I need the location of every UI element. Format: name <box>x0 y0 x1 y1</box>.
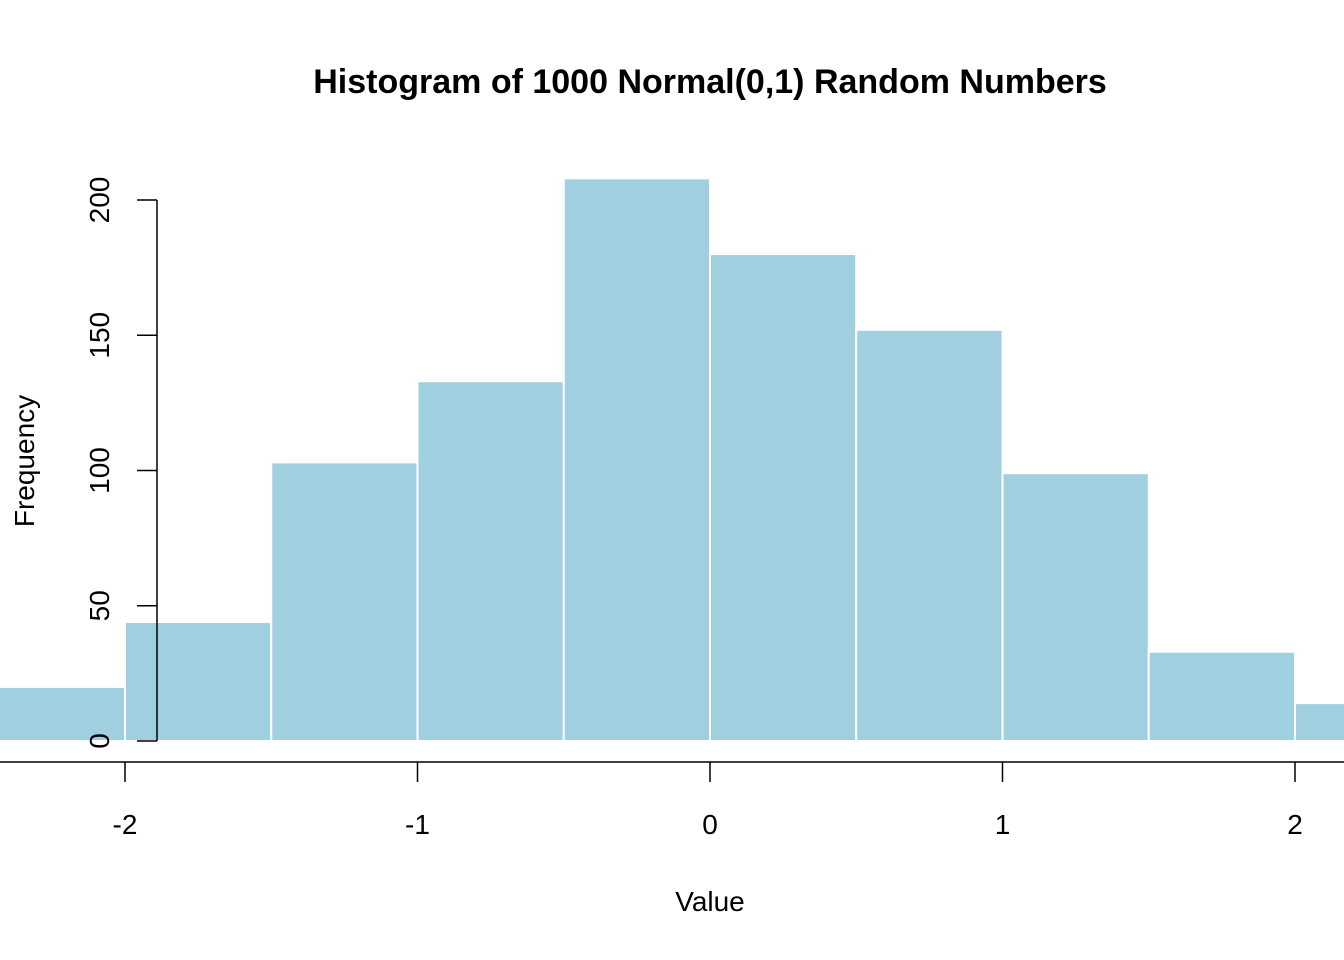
histogram-bar <box>416 380 565 742</box>
y-axis: 0 50 100 150 200 <box>84 177 158 749</box>
y-axis-label: Frequency <box>9 395 40 527</box>
x-axis-label: Value <box>675 886 745 917</box>
histogram-bar <box>1294 702 1344 743</box>
x-tick-label: 2 <box>1287 809 1303 840</box>
histogram-bar <box>709 253 858 742</box>
x-tick-label: 0 <box>702 809 718 840</box>
x-tick-label: 1 <box>995 809 1011 840</box>
histogram-bar <box>1147 650 1296 742</box>
bars-group <box>0 177 1344 743</box>
histogram-bar <box>1001 472 1150 742</box>
y-tick-label: 50 <box>84 590 115 621</box>
histogram-bar <box>855 328 1004 742</box>
histogram-bar <box>562 177 711 743</box>
chart-title: Histogram of 1000 Normal(0,1) Random Num… <box>313 63 1107 101</box>
x-tick-label: -2 <box>113 809 138 840</box>
histogram-bar <box>270 461 419 742</box>
histogram-bar <box>124 620 273 742</box>
y-tick-label: 200 <box>84 177 115 224</box>
histogram-bar <box>0 685 126 743</box>
y-tick-label: 150 <box>84 312 115 359</box>
y-tick-label: 0 <box>84 733 115 749</box>
y-tick-label: 100 <box>84 447 115 494</box>
x-tick-label: -1 <box>405 809 430 840</box>
x-axis: -3-2-10123 <box>0 761 1344 840</box>
